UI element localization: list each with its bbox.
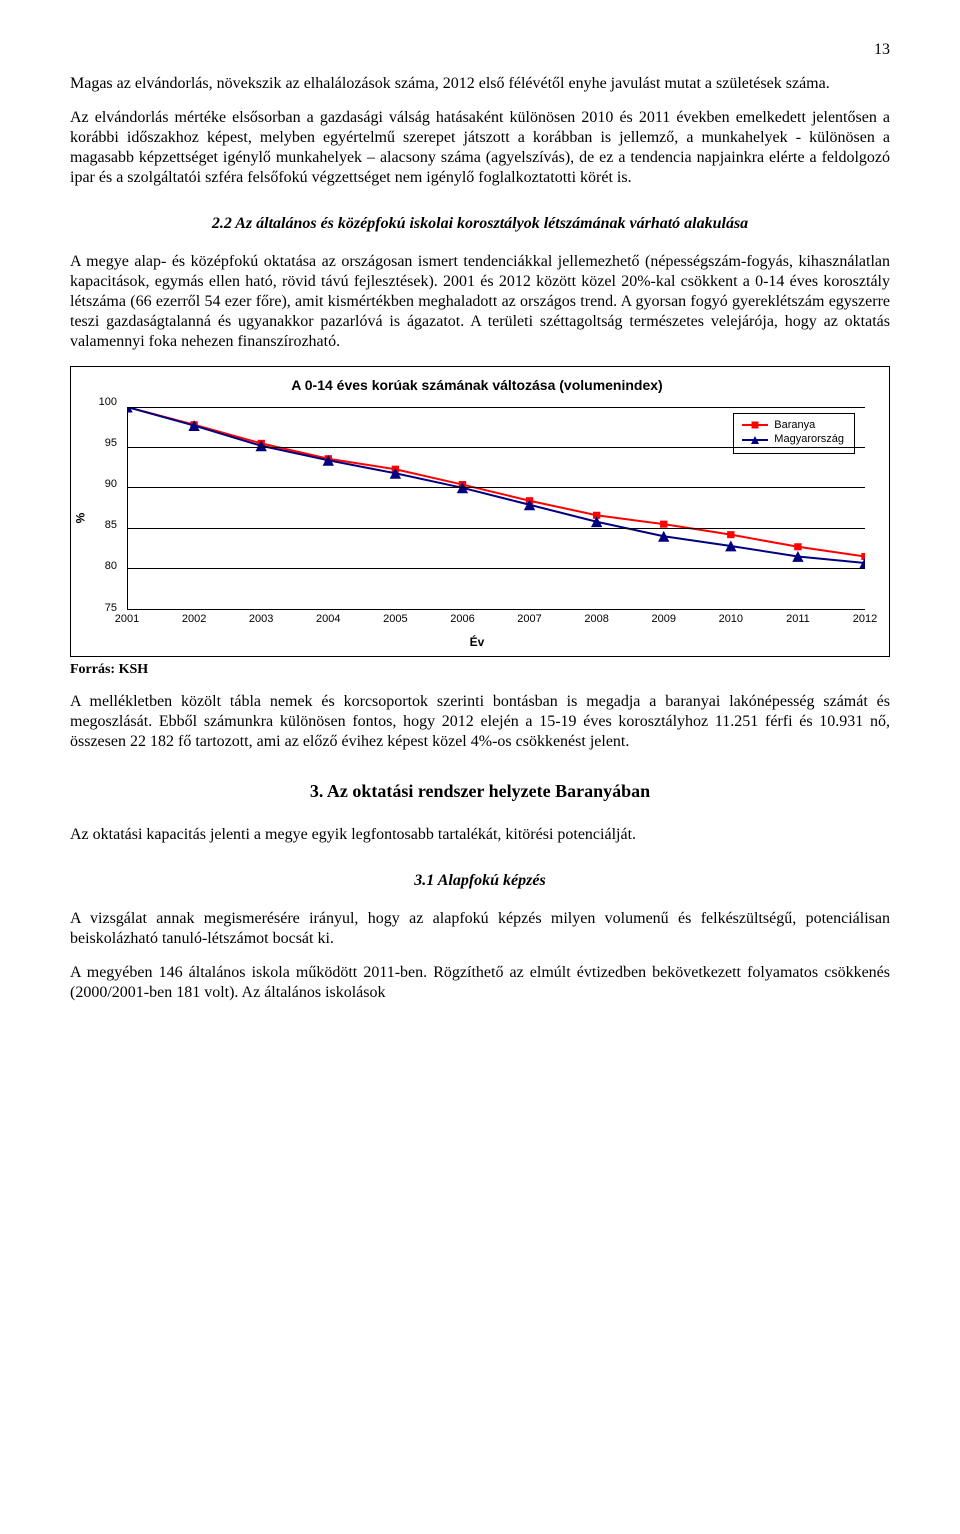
paragraph: A vizsgálat annak megismerésére irányul,…: [70, 909, 890, 949]
x-tick-label: 2009: [651, 613, 675, 627]
y-tick-label: 85: [105, 519, 117, 533]
series-marker: [727, 531, 734, 538]
x-tick-label: 2002: [182, 613, 206, 627]
plot-area: Baranya Magyarország: [127, 407, 865, 609]
series-marker: [794, 543, 801, 550]
x-tick-label: 2006: [450, 613, 474, 627]
x-tick-label: 2001: [115, 613, 139, 627]
chart-title: A 0-14 éves korúak számának változása (v…: [83, 377, 871, 395]
section-heading-3-1: 3.1 Alapfokú képzés: [70, 871, 890, 891]
paragraph: Az oktatási kapacitás jelenti a megye eg…: [70, 825, 890, 845]
chart-container: A 0-14 éves korúak számának változása (v…: [70, 366, 890, 657]
page-number: 13: [70, 40, 890, 60]
legend-label: Magyarország: [774, 433, 844, 447]
y-tick-label: 80: [105, 560, 117, 574]
chart-source: Forrás: KSH: [70, 661, 890, 679]
paragraph: Az elvándorlás mértéke elsősorban a gazd…: [70, 108, 890, 188]
series-marker: [660, 520, 667, 527]
paragraph: A megye alap- és középfokú oktatása az o…: [70, 252, 890, 352]
paragraph: A megyében 146 általános iskola működött…: [70, 963, 890, 1003]
paragraph: Magas az elvándorlás, növekszik az elhal…: [70, 74, 890, 94]
x-tick-label: 2011: [786, 613, 810, 627]
x-tick-label: 2007: [517, 613, 541, 627]
y-tick-label: 100: [99, 396, 117, 410]
x-tick-label: 2003: [249, 613, 273, 627]
chart-plot: % 1009590858075 Baranya Magyarország 200…: [83, 403, 871, 633]
x-tick-label: 2005: [383, 613, 407, 627]
section-heading-2-2: 2.2 Az általános és középfokú iskolai ko…: [70, 214, 890, 234]
legend-item: Magyarország: [742, 433, 844, 447]
section-heading-3: 3. Az oktatási rendszer helyzete Baranyá…: [70, 780, 890, 803]
x-tick-label: 2008: [584, 613, 608, 627]
x-axis-label: Év: [83, 635, 871, 650]
y-tick-label: 95: [105, 437, 117, 451]
x-tick-label: 2004: [316, 613, 340, 627]
legend-item: Baranya: [742, 419, 844, 433]
x-axis: 2001200220032004200520062007200820092010…: [127, 611, 865, 633]
x-tick-label: 2012: [853, 613, 877, 627]
y-tick-label: 90: [105, 478, 117, 492]
x-tick-label: 2010: [719, 613, 743, 627]
paragraph: A mellékletben közölt tábla nemek és kor…: [70, 692, 890, 752]
legend-label: Baranya: [774, 419, 815, 433]
y-axis: 1009590858075: [83, 403, 123, 609]
